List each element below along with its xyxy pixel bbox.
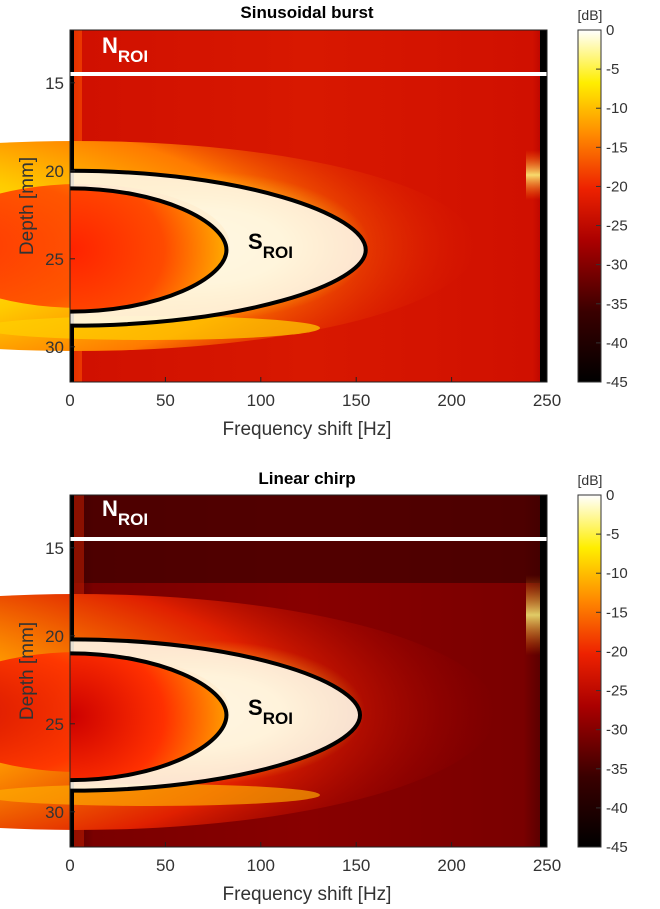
x-tick-label: 100 xyxy=(247,391,275,410)
s-roi-inner-contour xyxy=(69,186,229,314)
panel-linear-chirp: Linear chirp NROI SROI 0 50 100 150 200 250 1… xyxy=(0,469,628,905)
colorbar-unit: [dB] xyxy=(578,472,603,488)
colorbar-ticks: 0 -5 -10 -15 -20 -25 -30 -35 -40 -45 xyxy=(596,487,628,856)
colorbar xyxy=(577,494,602,848)
y-tick-label: 25 xyxy=(45,715,64,734)
colorbar-tick-label: 0 xyxy=(606,22,614,39)
colorbar-tick-label: -10 xyxy=(606,565,628,582)
y-tick-label: 20 xyxy=(45,627,64,646)
s-roi-label: SROI xyxy=(248,229,293,262)
x-tick-label: 200 xyxy=(437,391,465,410)
right-dark-strip xyxy=(540,495,547,847)
colorbar xyxy=(577,29,602,383)
colorbar-ticks: 0 -5 -10 -15 -20 -25 -30 -35 -40 -45 xyxy=(596,22,628,391)
y-tick-label: 15 xyxy=(45,74,64,93)
colorbar-tick-label: -40 xyxy=(606,800,628,817)
x-tick-label: 50 xyxy=(156,856,175,875)
x-axis-label: Frequency shift [Hz] xyxy=(223,419,392,440)
colorbar-tick-label: -20 xyxy=(606,643,628,660)
colorbar-tick-label: -35 xyxy=(606,296,628,313)
colorbar-tick-label: -20 xyxy=(606,178,628,195)
y-tick-label: 25 xyxy=(45,250,64,269)
y-tick-label: 30 xyxy=(45,803,64,822)
colorbar-tick-label: -5 xyxy=(606,61,619,78)
s-roi-label: SROI xyxy=(248,695,293,728)
colorbar-tick-label: -45 xyxy=(606,839,628,856)
x-tick-label: 0 xyxy=(65,856,74,875)
x-tick-label: 250 xyxy=(533,856,561,875)
y-tick-label: 20 xyxy=(45,162,64,181)
n-roi-label: NROI xyxy=(102,496,148,529)
right-dark-strip xyxy=(540,30,547,382)
plot-frame xyxy=(69,29,548,383)
x-tick-label: 200 xyxy=(437,856,465,875)
x-tick-label: 0 xyxy=(65,391,74,410)
chart-title: Sinusoidal burst xyxy=(240,3,374,22)
n-roi-label: NROI xyxy=(102,33,148,66)
y-axis-label: Depth [mm] xyxy=(17,622,38,720)
colorbar-tick-label: -10 xyxy=(606,100,628,117)
colorbar-tick-label: -15 xyxy=(606,604,628,621)
x-tick-label: 150 xyxy=(342,856,370,875)
colorbar-unit: [dB] xyxy=(578,7,603,23)
colorbar-tick-label: -25 xyxy=(606,683,628,700)
colorbar-tick-label: -15 xyxy=(606,139,628,156)
s-roi-inner-contour xyxy=(69,651,229,783)
chart-title: Linear chirp xyxy=(258,469,355,488)
colorbar-tick-label: 0 xyxy=(606,487,614,504)
colorbar-tick-label: -45 xyxy=(606,374,628,391)
colorbar-tick-label: -30 xyxy=(606,722,628,739)
y-axis-ticks: 15 20 25 30 xyxy=(45,74,75,357)
colorbar-tick-label: -30 xyxy=(606,257,628,274)
heatmap-edge-highlight xyxy=(526,150,540,200)
y-tick-label: 15 xyxy=(45,539,64,558)
y-axis-ticks: 15 20 25 30 xyxy=(45,539,75,822)
x-tick-label: 50 xyxy=(156,391,175,410)
x-axis-label: Frequency shift [Hz] xyxy=(223,884,392,905)
colorbar-tick-label: -25 xyxy=(606,218,628,235)
y-axis-label: Depth [mm] xyxy=(17,157,38,255)
x-tick-label: 100 xyxy=(247,856,275,875)
x-tick-label: 250 xyxy=(533,391,561,410)
plot-frame xyxy=(69,494,548,848)
colorbar-tick-label: -5 xyxy=(606,526,619,543)
x-axis-ticks: 0 50 100 150 200 250 xyxy=(65,842,561,875)
y-tick-label: 30 xyxy=(45,338,64,357)
heatmap-edge-highlight xyxy=(526,575,540,655)
x-tick-label: 150 xyxy=(342,391,370,410)
colorbar-tick-label: -35 xyxy=(606,761,628,778)
colorbar-tick-label: -40 xyxy=(606,335,628,352)
panel-sinusoidal-burst: Sinusoidal burst NROI SROI 0 50 100 150 200 2… xyxy=(0,3,628,440)
x-axis-ticks: 0 50 100 150 200 250 xyxy=(65,377,561,410)
